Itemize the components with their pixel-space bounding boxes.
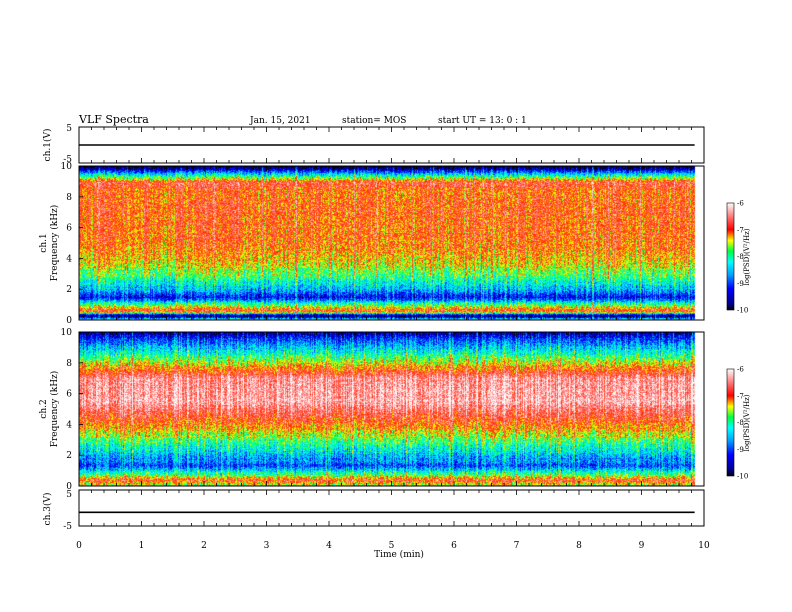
ch1-spectrogram-image-container xyxy=(79,166,704,320)
ch2-spectrogram-ylabel: ch.2 xyxy=(39,399,49,418)
ch1-spectrogram-image xyxy=(79,166,704,320)
x-axis-tick-label: 10 xyxy=(698,541,710,551)
ch3-voltage-panel: 5 -5 ch.3(V) xyxy=(42,489,705,532)
x-axis-tick-label: 6 xyxy=(451,541,457,551)
ch2-colorbar-tick-label: -6 xyxy=(737,366,744,374)
ch1-voltage-ylabel: ch.1(V) xyxy=(42,129,53,162)
ch1-spectrogram-ytick-label: 4 xyxy=(66,254,72,264)
ch2-spectrogram-ylabel-frequency: Frequency (kHz) xyxy=(49,371,60,448)
ch3-voltage-frame xyxy=(78,489,705,527)
x-axis-tick-labels: 0 1 2 3 4 5 6 7 8 9 10 xyxy=(76,541,710,551)
x-axis-tick-label: 1 xyxy=(139,541,145,551)
ch1-colorbar-scale xyxy=(726,202,735,311)
ch1-spectrogram-ytick-labels: 0 2 4 6 8 10 xyxy=(61,162,83,326)
ch1-spectrogram-ytick-label: 8 xyxy=(66,193,72,203)
ch1-colorbar-tick-label: -8 xyxy=(737,253,744,261)
x-axis-label: Time (min) xyxy=(374,549,424,560)
ch1-spectrogram-ticks xyxy=(78,166,705,320)
ch2-spectrogram-ytick-label: 6 xyxy=(66,390,72,400)
ch1-spectrogram-ytick-label: 6 xyxy=(66,224,72,234)
figure-title: VLF Spectra xyxy=(78,113,149,126)
ch1-spectrogram-panel: 0 2 4 6 8 10 ch.1 Frequency (kHz) xyxy=(39,162,705,326)
ch1-spectrogram-ylabel: ch.1 xyxy=(39,233,49,252)
x-axis-tick-label: 7 xyxy=(514,541,520,551)
x-axis-tick-label: 8 xyxy=(576,541,582,551)
start-time-label: start UT = 13: 0 : 1 xyxy=(438,116,527,126)
ch2-spectrogram-ytick-label: 4 xyxy=(66,420,72,430)
ch1-voltage-panel: 5 -5 ch.1(V) xyxy=(42,124,705,165)
ch2-colorbar-tick-label: -7 xyxy=(737,392,744,400)
ch1-colorbar-ticks: -6 -7 -8 -9 -10 xyxy=(737,200,748,315)
x-axis-tick-label: 3 xyxy=(264,541,270,551)
x-axis-tick-label: 2 xyxy=(201,541,207,551)
ch3-ytick-bottom: -5 xyxy=(63,522,72,532)
ch2-colorbar-label: log(PSD)(V²/Hz) xyxy=(743,394,751,451)
ch2-spectrogram-ytick-label: 0 xyxy=(66,482,72,492)
x-axis-tick-label: 9 xyxy=(639,541,645,551)
ch2-colorbar: -6 -7 -8 -9 -10 log(PSD)(V²/Hz) xyxy=(726,366,751,481)
station-label: station= MOS xyxy=(342,116,406,126)
ch3-ytick-top: 5 xyxy=(66,490,72,500)
ch2-colorbar-tick-label: -9 xyxy=(737,446,744,454)
ch1-colorbar-label: log(PSD)(V²/Hz) xyxy=(743,228,751,285)
ch2-colorbar-ticks: -6 -7 -8 -9 -10 xyxy=(737,366,748,481)
ch1-spectrogram-ytick-label: 0 xyxy=(66,316,72,326)
x-axis-tick-label: 0 xyxy=(76,541,82,551)
ch2-spectrogram-ytick-labels: 0 2 4 6 8 10 xyxy=(61,328,83,492)
ch1-colorbar-tick-label: -10 xyxy=(737,307,748,315)
ch2-spectrogram-panel: 0 2 4 6 8 10 ch.2 Frequency (kHz) xyxy=(39,328,705,492)
ch3-voltage-ylabel: ch.3(V) xyxy=(42,493,53,526)
ch1-colorbar-tick-label: -9 xyxy=(737,280,744,288)
ch1-voltage-ticks xyxy=(78,127,705,163)
ch1-spectrogram-ytick-label: 10 xyxy=(61,162,73,172)
ch1-colorbar: -6 -7 -8 -9 -10 log(PSD)(V²/Hz) xyxy=(726,200,751,315)
ch1-spectrogram-ytick-label: 2 xyxy=(66,285,72,295)
ch2-spectrogram-ytick-label: 8 xyxy=(66,359,72,369)
ch1-ytick-bottom: -5 xyxy=(63,155,72,165)
x-axis-tick-label: 4 xyxy=(326,541,332,551)
ch1-spectrogram-ylabel-frequency: Frequency (kHz) xyxy=(49,205,60,282)
date-label: Jan. 15, 2021 xyxy=(249,116,311,126)
ch1-colorbar-tick-label: -6 xyxy=(737,200,744,208)
ch1-ytick-top: 5 xyxy=(66,124,72,134)
ch2-colorbar-tick-label: -8 xyxy=(737,419,744,427)
ch3-voltage-ticks xyxy=(78,490,705,526)
ch2-colorbar-scale xyxy=(726,368,735,477)
x-axis-tick-label: 5 xyxy=(389,541,395,551)
ch2-spectrogram-ticks xyxy=(78,332,705,486)
ch2-spectrogram-ytick-label: 10 xyxy=(61,328,73,338)
ch2-spectrogram-image xyxy=(79,332,704,486)
ch2-spectrogram-ytick-label: 2 xyxy=(66,451,72,461)
ch1-colorbar-tick-label: -7 xyxy=(737,226,744,234)
ch2-spectrogram-image-container xyxy=(79,332,704,486)
ch2-colorbar-tick-label: -10 xyxy=(737,473,748,481)
